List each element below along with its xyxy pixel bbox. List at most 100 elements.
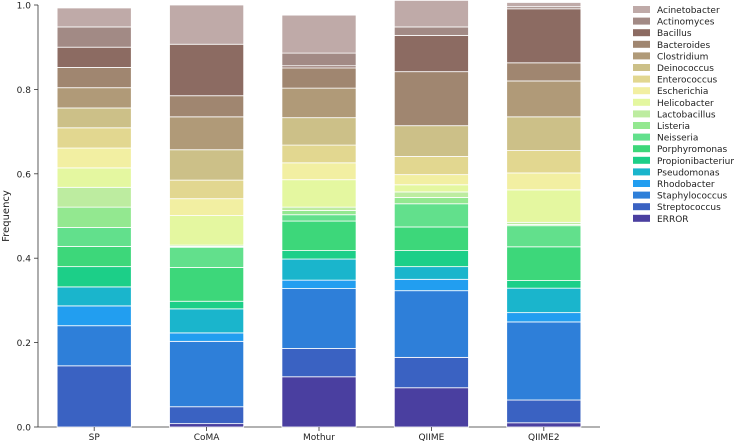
legend-swatch bbox=[633, 52, 650, 60]
bar-segment bbox=[281, 117, 357, 146]
bar-segment bbox=[169, 116, 245, 151]
bar-segment bbox=[506, 62, 582, 82]
bar-segment bbox=[56, 107, 132, 129]
plot-area: 0.0 0.2 0.4 0.6 0.8 1.0 SP CoMA Mothur QIIME QIIME… bbox=[17, 0, 600, 443]
bar-segment bbox=[281, 348, 357, 378]
legend-swatch bbox=[633, 6, 650, 13]
legend-label: Enterococcus bbox=[657, 76, 718, 86]
bar-segment bbox=[393, 356, 469, 389]
bar-segment bbox=[281, 67, 357, 89]
bar-segment bbox=[506, 116, 582, 151]
bar-segment bbox=[393, 125, 469, 157]
bar-segment bbox=[56, 365, 132, 428]
bar-segment bbox=[281, 214, 357, 222]
legend-swatch bbox=[633, 110, 650, 118]
bar-segment bbox=[506, 2, 582, 8]
legend-swatch bbox=[633, 29, 650, 37]
bar-segment bbox=[56, 127, 132, 149]
bar-segment bbox=[281, 258, 357, 281]
legend-swatch bbox=[633, 133, 650, 141]
bar-segment bbox=[506, 321, 582, 401]
bar-segment bbox=[506, 8, 582, 64]
bar-segment bbox=[393, 197, 469, 205]
bar-segment bbox=[169, 4, 245, 45]
x-tick-label: SP bbox=[89, 433, 101, 442]
bar-segment bbox=[506, 280, 582, 289]
legend-swatch bbox=[633, 180, 650, 187]
bar-segment bbox=[281, 250, 357, 260]
bar-segment bbox=[393, 250, 469, 268]
bar-segment bbox=[393, 290, 469, 358]
legend-swatch bbox=[633, 203, 650, 211]
bar-segment bbox=[393, 278, 469, 292]
bar-segment bbox=[169, 246, 245, 268]
bar-segment bbox=[393, 266, 469, 280]
bar-segment bbox=[281, 220, 357, 252]
legend-label: Streptococcus bbox=[657, 203, 721, 213]
legend-label: Lactobacillus bbox=[657, 110, 716, 120]
bar-segment bbox=[56, 87, 132, 109]
bar-segment bbox=[506, 189, 582, 223]
bar-segment bbox=[169, 332, 245, 342]
bar-segment bbox=[169, 300, 245, 310]
legend-label: ERROR bbox=[657, 215, 689, 225]
legend-swatch bbox=[633, 214, 650, 222]
legend-label: Porphyromonas bbox=[657, 145, 728, 155]
legend-swatch bbox=[633, 17, 650, 25]
bar-segment bbox=[393, 184, 469, 193]
bar-segment bbox=[56, 46, 132, 68]
bar-segment bbox=[506, 80, 582, 118]
bar-segment bbox=[506, 150, 582, 174]
bar-segment bbox=[56, 67, 132, 89]
bar-segment bbox=[281, 376, 357, 428]
y-tick-label: 0.2 bbox=[17, 339, 31, 349]
legend-swatch bbox=[633, 98, 650, 106]
bar-segment bbox=[393, 156, 469, 176]
legend-swatch bbox=[633, 145, 650, 153]
bar-segment bbox=[506, 246, 582, 281]
x-tick-label: CoMA bbox=[194, 433, 221, 442]
x-tick-label: QIIME bbox=[418, 433, 444, 442]
legend-label: Deinococcus bbox=[657, 64, 714, 74]
bar-segment bbox=[281, 288, 357, 349]
legend-swatch bbox=[633, 168, 650, 176]
bar-segment bbox=[56, 186, 132, 208]
bar-segment bbox=[281, 179, 357, 208]
bar-segment bbox=[169, 423, 245, 428]
bar-segment bbox=[56, 226, 132, 247]
bar-segment bbox=[393, 174, 469, 186]
bar-segment bbox=[169, 308, 245, 334]
legend-label: Rhodobacter bbox=[657, 180, 715, 190]
legend-label: Clostridium bbox=[657, 52, 708, 62]
bar-segment bbox=[56, 266, 132, 288]
bar-segment bbox=[393, 26, 469, 36]
bar-segment bbox=[393, 203, 469, 228]
bar-segment bbox=[393, 34, 469, 73]
bar-segment bbox=[169, 149, 245, 181]
legend-swatch bbox=[633, 87, 650, 95]
bar-segment bbox=[393, 71, 469, 127]
bar-segment bbox=[56, 147, 132, 169]
y-tick-label: 0.6 bbox=[17, 170, 32, 180]
bar-segment bbox=[393, 0, 469, 28]
legend-label: Listeria bbox=[657, 122, 690, 132]
bar-segment bbox=[281, 87, 357, 119]
legend-swatch bbox=[633, 75, 650, 83]
y-tick-label: 0.0 bbox=[17, 424, 32, 434]
y-tick-label: 0.4 bbox=[17, 255, 32, 265]
bar-segment bbox=[281, 52, 357, 67]
legend-label: Escherichia bbox=[657, 87, 708, 97]
x-tick-label: Mothur bbox=[303, 433, 335, 442]
legend-swatch bbox=[633, 64, 650, 71]
bar-segment bbox=[393, 387, 469, 428]
legend-label: Neisseria bbox=[657, 134, 698, 144]
bar-segment bbox=[169, 340, 245, 408]
bar-segment bbox=[506, 312, 582, 323]
bar-segment bbox=[393, 191, 469, 198]
bar-segment bbox=[281, 279, 357, 289]
bar-segment bbox=[56, 206, 132, 228]
legend-label: Acinetobacter bbox=[657, 6, 720, 16]
